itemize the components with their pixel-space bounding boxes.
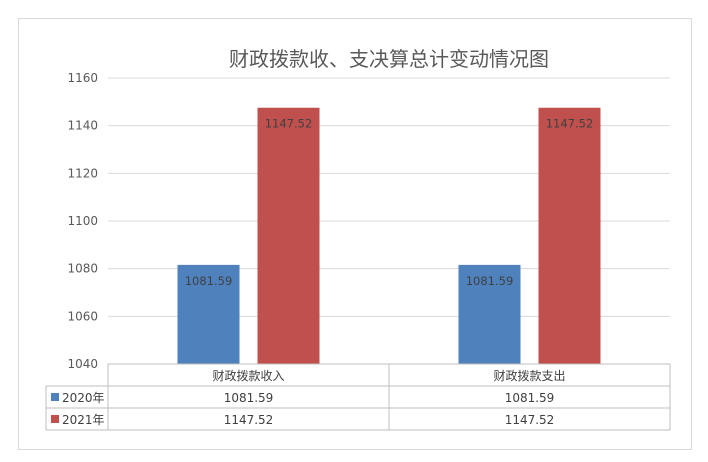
legend-key [51,393,59,401]
table-cell: 1081.59 [224,391,274,405]
y-tick-label: 1060 [67,309,98,323]
table-cell: 1081.59 [505,391,555,405]
y-tick-label: 1080 [67,262,98,276]
data-label: 1081.59 [466,274,514,288]
category-label: 财政拨款支出 [493,369,565,383]
bar [177,264,240,364]
y-tick-label: 1120 [67,166,98,180]
legend-label: 2021年 [62,413,105,427]
data-label: 1147.52 [265,117,313,131]
data-label: 1081.59 [185,274,233,288]
category-label: 财政拨款收入 [212,369,284,383]
bars-layer: 1081.59 1147.52 1081.59 1147.52 [177,107,601,364]
legend-key [51,415,59,423]
y-tick-label: 1160 [67,71,98,85]
y-tick-label: 1100 [67,214,98,228]
table-cell: 1147.52 [505,413,555,427]
table-cell: 1147.52 [224,413,274,427]
y-tick-label: 1040 [67,357,98,371]
legend-label: 2020年 [62,391,105,405]
bar [458,264,521,364]
chart-title: 财政拨款收、支决算总计变动情况图 [229,47,549,71]
data-label: 1147.52 [546,117,594,131]
bar [538,107,601,364]
bar [257,107,320,364]
y-tick-label: 1140 [67,119,98,133]
data-table: 财政拨款收入 财政拨款支出 2020年 1081.59 1081.59 2021年 1147… [45,363,671,431]
